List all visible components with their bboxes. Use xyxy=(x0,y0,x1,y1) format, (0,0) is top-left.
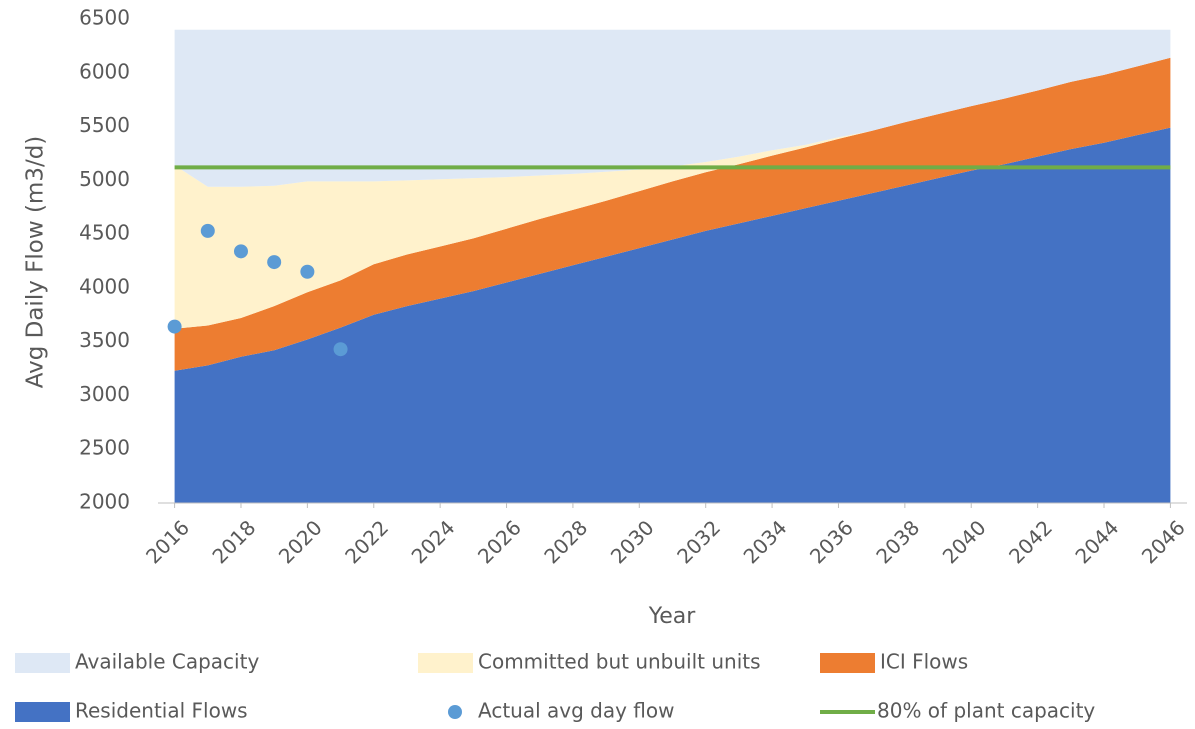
legend-item: ICI Flows xyxy=(820,650,968,674)
y-tick-label: 4000 xyxy=(79,274,130,298)
legend-item: 80% of plant capacity xyxy=(820,699,1095,723)
y-tick-label: 4500 xyxy=(79,221,130,245)
legend-label: Actual avg day flow xyxy=(478,699,675,723)
x-tick-label: 2038 xyxy=(871,515,924,568)
plot-area xyxy=(174,29,1171,504)
y-tick-label: 3500 xyxy=(79,328,130,352)
x-tick-label: 2024 xyxy=(407,515,460,568)
legend-label: Available Capacity xyxy=(75,650,259,674)
x-tick-label: 2032 xyxy=(672,515,725,568)
area xyxy=(174,57,1171,371)
legend-swatch xyxy=(820,653,875,673)
x-axis-title: Year xyxy=(648,604,697,629)
area xyxy=(174,29,1171,187)
y-tick-label: 5000 xyxy=(79,167,130,191)
dot xyxy=(300,264,315,279)
area xyxy=(174,127,1171,504)
y-tick-label: 3000 xyxy=(79,382,130,406)
y-tick-label: 6000 xyxy=(79,59,130,83)
y-tick-label: 5500 xyxy=(79,113,130,137)
y-tick-label: 2500 xyxy=(79,436,130,460)
x-tick-label: 2042 xyxy=(1004,515,1057,568)
x-tick-label: 2022 xyxy=(340,515,393,568)
x-tick-label: 2026 xyxy=(473,515,526,568)
legend-swatch xyxy=(448,705,462,719)
legend-swatch xyxy=(15,702,70,722)
x-tick-label: 2044 xyxy=(1070,515,1123,568)
dot xyxy=(333,342,348,357)
x-tick-label: 2034 xyxy=(739,515,792,568)
dot xyxy=(167,319,182,334)
y-tick-label: 2000 xyxy=(79,490,130,514)
legend-swatch xyxy=(15,653,70,673)
dot xyxy=(233,244,248,259)
x-tick-label: 2020 xyxy=(274,515,327,568)
legend-label: ICI Flows xyxy=(880,650,968,674)
legend-label: Residential Flows xyxy=(75,699,248,723)
x-tick-label: 2016 xyxy=(141,515,194,568)
x-tick-label: 2040 xyxy=(938,515,991,568)
x-tick-label: 2030 xyxy=(606,515,659,568)
y-axis-title: Avg Daily Flow (m3/d) xyxy=(23,136,49,389)
legend-swatch xyxy=(418,653,473,673)
legend-item: Available Capacity xyxy=(15,650,259,674)
legend-item: Committed but unbuilt units xyxy=(418,650,761,674)
x-tick-label: 2018 xyxy=(207,515,260,568)
x-tick-label: 2036 xyxy=(805,515,858,568)
dot xyxy=(267,255,282,270)
legend-label: Committed but unbuilt units xyxy=(478,650,761,674)
x-tick-label: 2046 xyxy=(1137,515,1190,568)
area xyxy=(174,57,1171,329)
legend-item: Actual avg day flow xyxy=(448,699,675,723)
legend-item: Residential Flows xyxy=(15,699,248,723)
legend-label: 80% of plant capacity xyxy=(877,699,1095,723)
y-tick-label: 6500 xyxy=(79,6,130,30)
x-tick-label: 2028 xyxy=(539,515,592,568)
dot xyxy=(200,223,215,238)
